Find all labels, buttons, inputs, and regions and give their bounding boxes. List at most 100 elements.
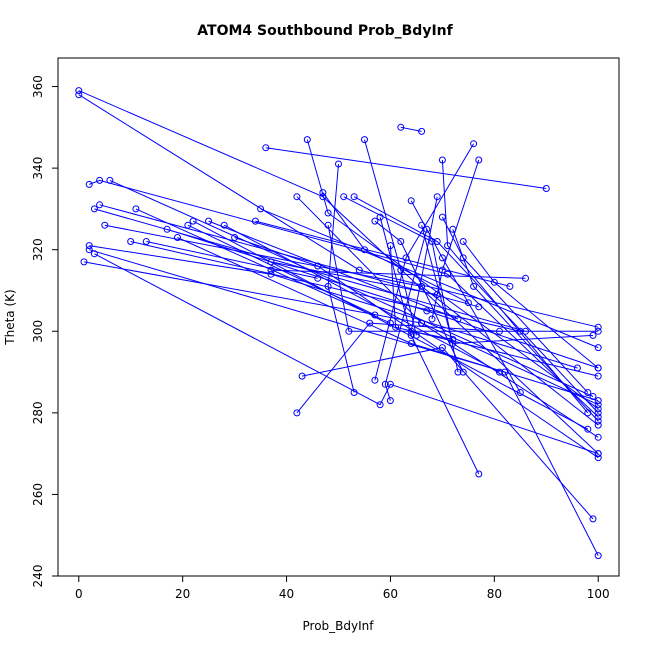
x-axis: 0 20 40 60 80 100 xyxy=(75,576,610,601)
y-tick-label: 340 xyxy=(31,157,45,180)
series-line xyxy=(265,147,547,189)
series-47 xyxy=(459,238,602,372)
series-line xyxy=(166,228,599,369)
data-point xyxy=(444,270,452,278)
series-line xyxy=(421,225,594,345)
data-point xyxy=(438,266,446,274)
series-line xyxy=(306,139,599,410)
data-point xyxy=(589,331,597,339)
data-point xyxy=(594,323,602,331)
data-point xyxy=(189,217,197,225)
series-8 xyxy=(90,250,602,458)
data-point xyxy=(470,140,478,148)
x-tick-label: 60 xyxy=(383,587,398,601)
series-21 xyxy=(251,217,514,290)
data-point xyxy=(459,368,467,376)
series-line xyxy=(364,139,417,336)
data-point xyxy=(85,180,93,188)
series-49 xyxy=(428,156,483,323)
data-point xyxy=(438,254,446,262)
series-20 xyxy=(231,234,602,462)
data-point xyxy=(205,217,213,225)
data-point xyxy=(361,136,368,144)
y-tick-label: 280 xyxy=(31,401,45,424)
data-point xyxy=(392,323,400,331)
series-28 xyxy=(298,344,597,523)
series-line xyxy=(260,208,599,349)
series-line xyxy=(109,179,594,397)
data-point xyxy=(594,405,602,413)
series-line xyxy=(94,253,599,455)
data-point xyxy=(407,197,415,205)
data-point xyxy=(361,246,368,254)
data-point xyxy=(75,87,83,95)
series-44 xyxy=(438,156,592,417)
data-point xyxy=(397,123,405,131)
data-point xyxy=(324,209,332,217)
data-point xyxy=(293,193,301,201)
data-point xyxy=(459,238,467,245)
data-point xyxy=(506,282,514,290)
series-48 xyxy=(371,140,478,384)
data-point xyxy=(397,238,405,245)
data-point xyxy=(516,389,524,396)
series-31 xyxy=(324,221,602,335)
series-line xyxy=(327,163,355,393)
series-line xyxy=(410,200,521,393)
data-point xyxy=(428,315,436,323)
data-point xyxy=(251,217,259,225)
data-point xyxy=(350,389,358,396)
y-tick-label: 300 xyxy=(31,320,45,343)
series-line xyxy=(389,245,599,377)
data-point xyxy=(594,401,602,409)
series-line xyxy=(462,241,599,369)
series-line xyxy=(410,196,453,340)
data-point xyxy=(594,552,602,560)
data-point xyxy=(127,238,135,245)
data-point xyxy=(438,156,446,164)
series-line xyxy=(353,196,599,414)
data-point xyxy=(438,344,446,352)
data-point xyxy=(132,205,140,213)
data-point xyxy=(85,242,93,250)
data-point xyxy=(262,144,270,152)
series-line xyxy=(431,159,480,320)
data-point xyxy=(584,389,592,396)
series-9 xyxy=(101,221,602,429)
series-line xyxy=(135,208,391,324)
data-point xyxy=(475,303,483,311)
series-line xyxy=(296,196,599,406)
x-tick-label: 100 xyxy=(587,587,610,601)
data-point xyxy=(594,450,602,458)
data-point xyxy=(386,397,394,405)
data-point xyxy=(438,213,446,221)
series-line xyxy=(374,220,464,373)
series-29 xyxy=(303,136,602,413)
y-tick-label: 320 xyxy=(31,238,45,261)
series-line xyxy=(327,225,599,332)
x-axis-label: Prob_BdyInf xyxy=(303,619,375,633)
series-line xyxy=(441,159,589,414)
data-point xyxy=(475,470,483,478)
y-axis-label: Theta (K) xyxy=(3,289,17,345)
series-7 xyxy=(80,258,602,441)
series-26 xyxy=(293,193,602,409)
data-point xyxy=(96,201,104,209)
series-line xyxy=(400,126,422,132)
data-point xyxy=(407,340,415,347)
data-point xyxy=(418,221,426,229)
series-line xyxy=(379,216,480,475)
series-39 xyxy=(397,123,426,135)
series-45 xyxy=(438,213,592,396)
data-point xyxy=(376,401,384,409)
data-point xyxy=(418,282,426,290)
series-line xyxy=(270,261,438,296)
data-point xyxy=(267,258,275,266)
series-line xyxy=(296,322,500,414)
series-46 xyxy=(449,225,602,425)
data-point xyxy=(386,380,394,388)
x-tick-label: 80 xyxy=(487,587,502,601)
series-15 xyxy=(174,234,602,405)
x-tick-label: 20 xyxy=(175,587,190,601)
